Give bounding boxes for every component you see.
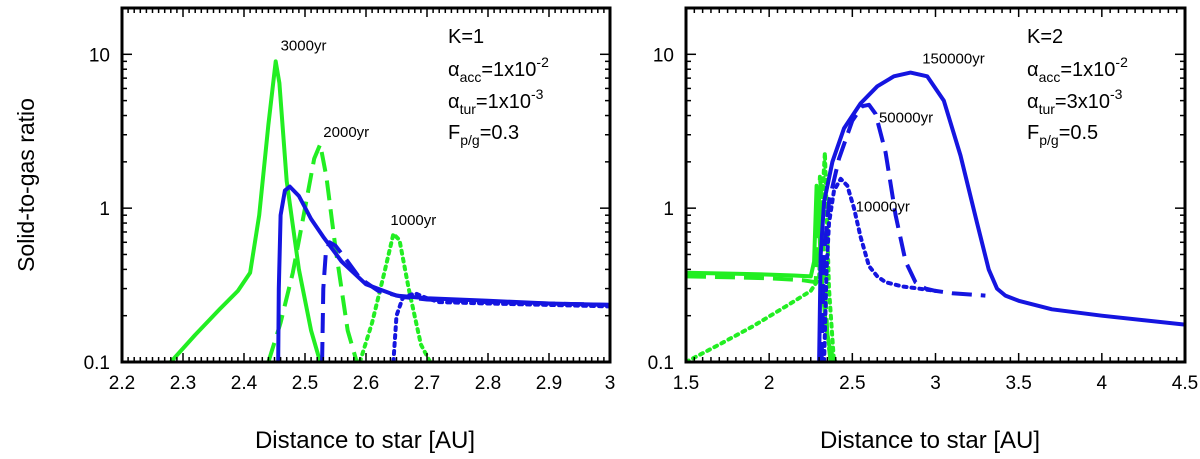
x-tick-label-left: 2.5 (292, 373, 318, 394)
param-alpha-acc-left: αacc=1x10-2 (448, 54, 549, 85)
curve-label-right: 50000yr (879, 110, 933, 127)
x-tick-label-left: 2.8 (475, 373, 501, 394)
x-axis-label-left: Distance to star [AU] (255, 427, 475, 454)
series-line-left-solid-3000yr (169, 59, 323, 362)
y-tick-label-right: 10 (653, 45, 674, 66)
y-tick-label-right: 1 (663, 199, 674, 220)
param-alpha-tur-right-subscript: tur (1039, 101, 1056, 117)
param-f-right-symbol: F (1027, 122, 1039, 144)
x-tick-label-left: 2.4 (231, 373, 258, 394)
x-tick-label-left: 2.7 (414, 373, 440, 394)
y-tick-label-right: 0.1 (648, 353, 674, 374)
series-line-left-solid-2000yr (266, 142, 359, 362)
x-tick-label-right: 3 (930, 373, 941, 394)
series-line-right-solid-150000yr (686, 183, 838, 362)
param-alpha-tur-left-symbol: α (448, 91, 460, 113)
param-alpha-acc-right-exponent: -2 (1115, 54, 1128, 70)
series-line-right-dust-10000yr (822, 176, 938, 362)
param-alpha-tur-right-symbol: α (1027, 91, 1039, 113)
x-tick-label-left: 2.6 (353, 373, 379, 394)
x-tick-label-right: 4 (1097, 373, 1108, 394)
param-alpha-acc-left-subscript: acc (460, 69, 482, 85)
y-tick-label-left: 1 (99, 199, 110, 220)
curve-label-left: 2000yr (323, 124, 369, 141)
curve-label-left: 3000yr (281, 37, 327, 54)
param-alpha-tur-left-exponent: -3 (531, 86, 544, 102)
curve-label-right: 150000yr (922, 51, 985, 68)
x-tick-label-right: 2 (764, 373, 775, 394)
x-tick-label-right: 2.5 (839, 373, 865, 394)
series-line-right-solid-10000yr (686, 150, 836, 362)
series-line-left-dust-3000yr (276, 184, 610, 362)
param-alpha-tur-right: αtur=3x10-3 (1027, 86, 1123, 117)
y-tick-label-left: 10 (89, 45, 110, 66)
param-alpha-tur-left-subscript: tur (460, 101, 477, 117)
param-alpha-tur-right-value: =3x10 (1055, 91, 1110, 113)
y-tick-label-left: 0.1 (84, 353, 110, 374)
param-f-left-value: =0.3 (480, 122, 519, 144)
param-alpha-acc-left-exponent: -2 (536, 54, 549, 70)
param-f-right-subscript: p/g (1039, 132, 1058, 148)
param-f-right: Fp/g=0.5 (1027, 122, 1098, 148)
x-tick-label-right: 4.5 (1172, 373, 1198, 394)
left-panel: 2.2 2.3 2.4 2.5 2.6 2.7 2.8 2.9 3 0.1 1 10 3000yr 200… (84, 6, 616, 394)
series-line-left-dust-1000yr (391, 291, 610, 362)
series-line-left-solid-1000yr (357, 231, 433, 362)
param-alpha-acc-left-value: =1x10 (481, 59, 536, 81)
series-line-right-solid-50000yr (686, 174, 833, 362)
x-tick-label-left: 2.2 (109, 373, 135, 394)
param-k-left: K=1 (448, 26, 484, 48)
param-f-right-value: =0.5 (1059, 122, 1098, 144)
param-alpha-acc-right: αacc=1x10-2 (1027, 54, 1128, 85)
param-alpha-acc-right-subscript: acc (1039, 69, 1061, 85)
series-group-left (169, 59, 610, 362)
param-f-left-subscript: p/g (460, 132, 479, 148)
param-k-right: K=2 (1027, 26, 1063, 48)
param-alpha-tur-right-exponent: -3 (1110, 86, 1123, 102)
curve-label-left: 1000yr (390, 212, 436, 229)
x-tick-label-right: 1.5 (673, 373, 699, 394)
curve-label-right: 10000yr (856, 199, 910, 216)
param-alpha-tur-left-value: =1x10 (476, 91, 531, 113)
y-axis-label: Solid-to-gas ratio (13, 98, 39, 272)
param-alpha-acc-left-symbol: α (448, 59, 460, 81)
series-line-right-dust-50000yr (819, 102, 986, 362)
x-tick-label-left: 2.3 (170, 373, 196, 394)
param-f-left: Fp/g=0.3 (448, 122, 519, 148)
right-panel: 1.5 2 2.5 3 3.5 4 4.5 0.1 1 10 150000yr 50000yr 1000… (648, 6, 1198, 394)
series-line-right-dust-150000yr (817, 70, 1185, 362)
x-tick-label-left: 2.9 (536, 373, 562, 394)
param-alpha-acc-right-symbol: α (1027, 59, 1039, 81)
param-alpha-acc-right-value: =1x10 (1060, 59, 1115, 81)
param-alpha-tur-left: αtur=1x10-3 (448, 86, 544, 117)
x-axis-label-right: Distance to star [AU] (820, 427, 1040, 454)
param-f-left-symbol: F (448, 122, 460, 144)
x-tick-label-left: 3 (605, 373, 616, 394)
series-group-right (686, 70, 1185, 362)
x-tick-label-right: 3.5 (1005, 373, 1031, 394)
